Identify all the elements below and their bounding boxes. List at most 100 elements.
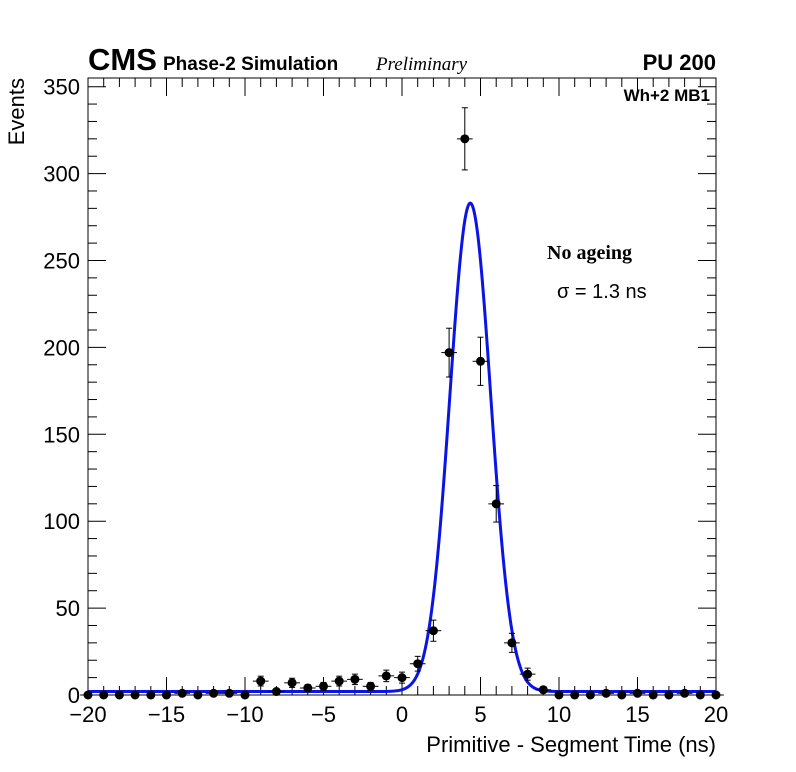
data-marker (664, 690, 674, 700)
data-point (425, 619, 442, 642)
data-marker (146, 690, 156, 700)
station-label: Wh+2 MB1 (624, 86, 710, 105)
data-marker (585, 690, 595, 700)
data-point (237, 690, 253, 700)
data-point (409, 655, 426, 672)
data-point (347, 673, 363, 686)
data-marker (130, 690, 140, 700)
data-point (362, 681, 379, 691)
y-tick-label: 300 (43, 162, 80, 187)
x-tick-label: 0 (396, 702, 408, 727)
data-point (661, 690, 677, 700)
x-axis-title: Primitive - Segment Time (ns) (426, 732, 716, 757)
data-marker (366, 681, 376, 691)
data-point (252, 675, 269, 687)
data-point (80, 690, 96, 700)
data-point (378, 669, 395, 683)
annotation-title: No ageing (547, 242, 632, 264)
x-tick-label: −5 (311, 702, 336, 727)
data-marker (240, 690, 250, 700)
data-point (582, 690, 599, 700)
data-point (95, 690, 112, 700)
data-marker (303, 683, 313, 693)
data-point (488, 485, 505, 523)
y-tick-label: 50 (56, 596, 80, 621)
data-point (205, 688, 222, 698)
data-point (190, 690, 206, 700)
y-tick-label: 250 (43, 248, 80, 273)
data-marker (523, 669, 533, 679)
y-tick-label: 100 (43, 509, 80, 534)
data-point (299, 683, 316, 693)
data-marker (350, 674, 360, 684)
data-marker (99, 690, 109, 700)
status-label: Preliminary (375, 54, 468, 75)
data-marker (507, 638, 517, 648)
data-marker (319, 681, 328, 691)
simulation-label: Phase-2 Simulation (163, 54, 338, 75)
data-marker (695, 690, 705, 700)
data-point (598, 688, 614, 698)
data-point (519, 667, 536, 681)
x-tick-label: −10 (226, 702, 263, 727)
data-marker (83, 690, 93, 700)
data-marker (444, 348, 454, 358)
data-point (535, 685, 552, 695)
x-tick-label: −20 (69, 702, 106, 727)
data-marker (381, 671, 391, 681)
data-point (551, 690, 567, 700)
gaussian-fit-curve (88, 201, 716, 694)
data-point (268, 687, 285, 697)
data-point (127, 690, 143, 700)
data-points (80, 107, 724, 700)
data-marker (428, 626, 438, 636)
data-marker (601, 688, 611, 698)
x-tick-label: 5 (474, 702, 486, 727)
data-point (613, 690, 630, 700)
data-marker (177, 688, 187, 698)
data-point (331, 675, 348, 687)
data-point (394, 671, 410, 684)
data-marker (491, 499, 501, 509)
plot-frame (87, 77, 717, 696)
pileup-label: PU 200 (643, 50, 716, 75)
x-tick-label: 20 (704, 702, 728, 727)
fit-layer (88, 201, 716, 694)
data-marker (648, 690, 658, 700)
data-marker (287, 678, 297, 688)
data-marker (460, 134, 470, 144)
data-point (221, 688, 238, 698)
axis-ticks (87, 78, 717, 696)
x-tick-label: 10 (547, 702, 571, 727)
data-point (456, 107, 473, 171)
y-tick-label: 0 (68, 683, 80, 708)
data-marker (633, 688, 642, 698)
data-point (692, 690, 709, 700)
data-marker (162, 690, 171, 700)
data-marker (397, 673, 407, 683)
data-point (441, 327, 457, 378)
data-point (472, 336, 489, 386)
data-point (645, 690, 662, 700)
data-point (708, 690, 724, 700)
data-marker (617, 690, 627, 700)
data-marker (570, 690, 580, 700)
data-point (315, 681, 332, 691)
annotation-sigma: σ = 1.3 ns (557, 281, 647, 303)
y-tick-label: 150 (43, 422, 80, 447)
data-point (566, 690, 583, 700)
data-marker (680, 688, 690, 698)
x-tick-label: −15 (148, 702, 185, 727)
data-point (284, 677, 300, 688)
y-axis-title: Events (4, 78, 29, 145)
data-marker (114, 690, 124, 700)
data-point (158, 690, 175, 700)
data-marker (476, 356, 485, 366)
data-marker (224, 688, 234, 698)
data-marker (538, 685, 548, 695)
data-point (629, 688, 646, 698)
data-point (504, 632, 520, 653)
data-point (676, 688, 693, 698)
